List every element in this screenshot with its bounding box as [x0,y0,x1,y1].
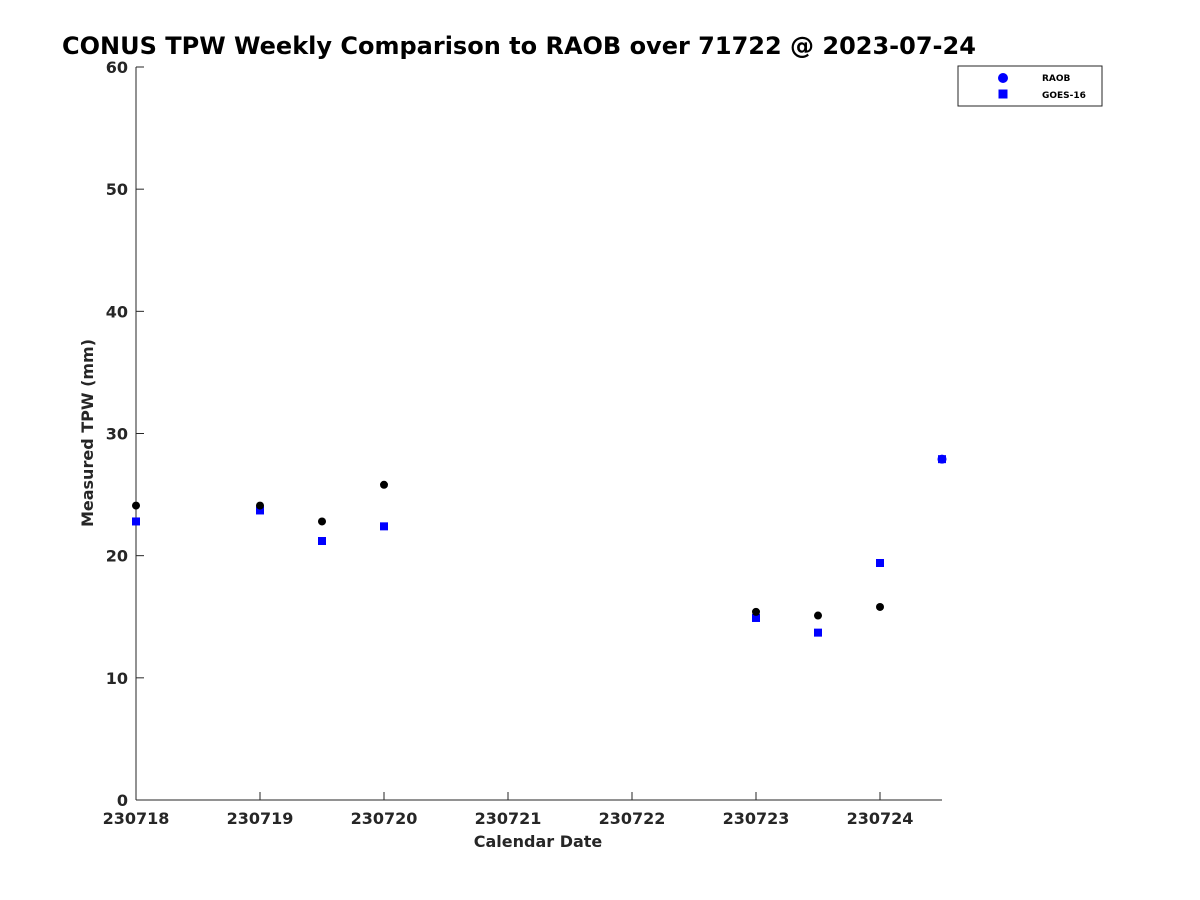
y-tick-label: 40 [106,302,128,321]
goes16-point [256,506,264,515]
y-ticks: 0 10 20 30 40 50 60 [106,58,144,810]
chart-title: CONUS TPW Weekly Comparison to RAOB over… [62,32,976,60]
y-tick-label: 0 [117,791,128,810]
legend-box [957,65,1103,107]
legend-raob-marker [998,73,1008,83]
x-axis-label: Calendar Date [474,832,603,851]
x-tick-label: 230718 [103,809,170,828]
y-axis-label: Measured TPW (mm) [78,339,97,527]
raob-point [937,454,947,464]
goes16-point [318,537,326,546]
goes16-point [132,517,140,526]
raob-point [876,602,884,611]
x-tick-label: 230724 [847,809,914,828]
raob-point [256,501,264,510]
legend: RAOB GOES-16 [957,65,1103,107]
raob-point [318,517,326,526]
goes16-point [752,613,760,622]
x-ticks: 230718 230719 230720 230721 230722 230723 2307… [103,792,914,828]
y-tick-label: 20 [106,547,128,566]
raob-point [132,501,140,510]
goes16-point [814,628,822,637]
y-tick-label: 30 [106,425,128,444]
x-tick-label: 230722 [599,809,666,828]
legend-goes16-label: GOES-16 [1042,91,1086,101]
raob-point [752,607,760,616]
goes16-point [876,558,884,567]
x-tick-label: 230719 [227,809,294,828]
legend-raob-label: RAOB [1042,74,1071,84]
y-tick-label: 10 [106,669,128,688]
series-layer [132,454,947,637]
y-tick-label: 50 [106,180,128,199]
raob-point [814,611,822,620]
legend-goes16-marker [998,89,1008,99]
x-tick-label: 230721 [475,809,542,828]
x-tick-label: 230723 [723,809,790,828]
raob-point [380,480,388,489]
y-tick-label: 60 [106,58,128,77]
x-tick-label: 230720 [351,809,418,828]
goes16-point [380,522,388,531]
